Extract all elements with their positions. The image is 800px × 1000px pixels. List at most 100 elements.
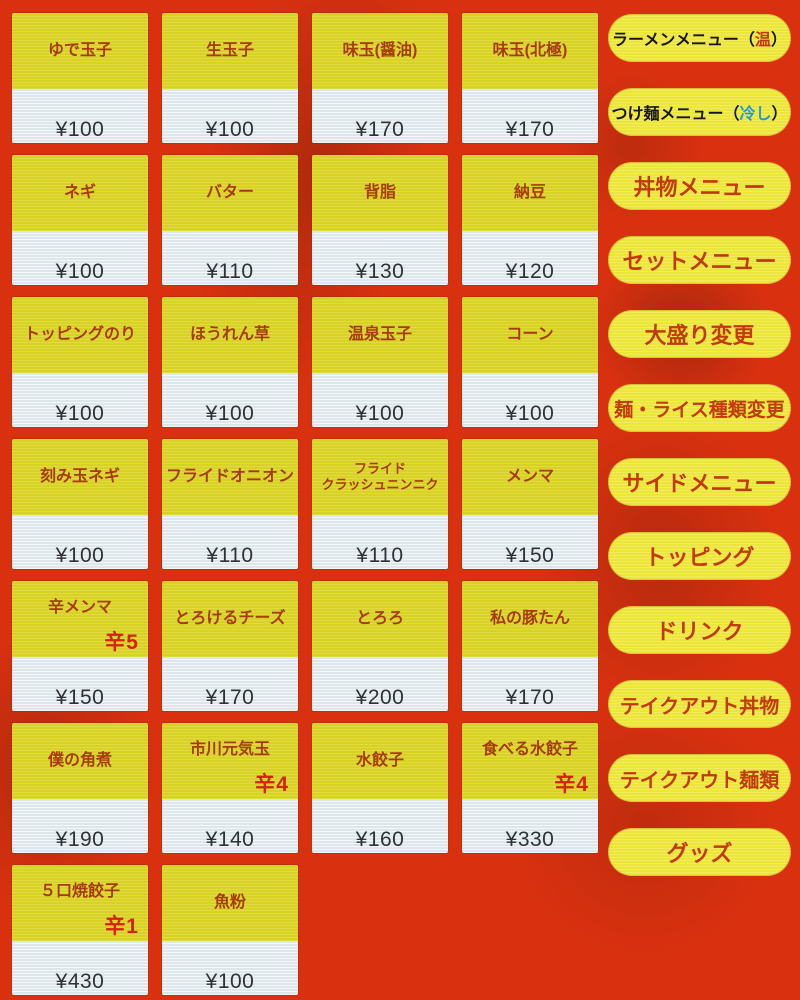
- button-label-segment: ラーメンメニュー（: [612, 32, 755, 49]
- menu-item-button[interactable]: トッピングのり ¥100: [12, 297, 148, 427]
- menu-item-button[interactable]: 私の豚たん ¥170: [462, 581, 598, 711]
- menu-item-button[interactable]: メンマ ¥150: [462, 439, 598, 569]
- menu-item-button[interactable]: コーン ¥100: [462, 297, 598, 427]
- item-name: 私の豚たん: [489, 610, 570, 628]
- sidebar-category-button[interactable]: 丼物メニュー: [608, 162, 791, 210]
- menu-item-button[interactable]: 生玉子 ¥100: [162, 13, 298, 143]
- menu-item-button[interactable]: ほうれん草 ¥100: [162, 297, 298, 427]
- item-price: ¥100: [205, 118, 255, 141]
- sidebar-category-button[interactable]: ラーメンメニュー（温）: [608, 14, 791, 62]
- button-label-segment: つけ麺メニュー（: [611, 106, 740, 123]
- button-label-segment: トッピング: [644, 545, 755, 570]
- item-name: 刻み玉ネギ: [39, 468, 120, 486]
- menu-item-button[interactable]: ５口焼餃子辛1 ¥430: [12, 865, 148, 995]
- menu-item-button[interactable]: 水餃子 ¥160: [312, 723, 448, 853]
- menu-item-button[interactable]: 味玉(北極) ¥170: [462, 13, 598, 143]
- item-label-area: 刻み玉ネギ: [12, 439, 148, 515]
- menu-item-button[interactable]: 食べる水餃子 辛4 ¥330: [462, 723, 598, 853]
- item-name: バター: [205, 184, 254, 202]
- item-name: 背脂: [363, 184, 396, 202]
- menu-item-button[interactable]: ゆで玉子 ¥100: [12, 13, 148, 143]
- button-label-segment: ドリンク: [655, 619, 744, 644]
- menu-item-button[interactable]: とろろ ¥200: [312, 581, 448, 711]
- item-price: ¥150: [55, 686, 105, 709]
- menu-item-button[interactable]: 刻み玉ネギ ¥100: [12, 439, 148, 569]
- item-name: 水餃子: [355, 752, 404, 770]
- item-price-area: ¥100: [462, 373, 598, 427]
- item-name: 生玉子: [205, 42, 254, 60]
- item-label-area: フライドオニオン: [162, 439, 298, 515]
- sidebar-category-button[interactable]: トッピング: [608, 532, 791, 580]
- item-price-area: ¥100: [162, 89, 298, 143]
- item-label-area: とろけるチーズ: [162, 581, 298, 657]
- item-name: フライド クラッシュニンニク: [321, 460, 439, 492]
- sidebar-category-button[interactable]: つけ麺メニュー（ 冷し）: [608, 88, 791, 136]
- menu-item-button[interactable]: 僕の角煮 ¥190: [12, 723, 148, 853]
- item-label-area: 食べる水餃子辛4: [462, 723, 598, 799]
- item-price-area: ¥430: [12, 941, 148, 995]
- item-price-area: ¥100: [12, 373, 148, 427]
- item-label-area: 魚粉: [162, 865, 298, 941]
- sidebar-category-button[interactable]: サイドメニュー: [608, 458, 791, 506]
- menu-item-button[interactable]: 温泉玉子 ¥100: [312, 297, 448, 427]
- item-name: ５口焼餃子: [39, 883, 120, 900]
- menu-item-button[interactable]: 納豆 ¥120: [462, 155, 598, 285]
- sidebar-category-button[interactable]: セットメニュー: [608, 236, 791, 284]
- menu-item-button[interactable]: ネギ ¥100: [12, 155, 148, 285]
- item-price: ¥100: [355, 402, 405, 425]
- sidebar-category-button[interactable]: 麺・ライス種類変更: [608, 384, 791, 432]
- item-name: メンマ: [505, 468, 554, 486]
- item-price: ¥160: [355, 828, 405, 851]
- menu-item-button[interactable]: とろけるチーズ ¥170: [162, 581, 298, 711]
- item-price-area: ¥100: [162, 373, 298, 427]
- menu-item-button[interactable]: 味玉(醤油) ¥170: [312, 13, 448, 143]
- item-price-area: ¥100: [12, 515, 148, 569]
- item-price-area: ¥110: [162, 515, 298, 569]
- item-name: フライドオニオン: [165, 468, 294, 486]
- menu-item-button[interactable]: フライドオニオン ¥110: [162, 439, 298, 569]
- button-label-segment: ）: [771, 106, 788, 123]
- sidebar-category-button[interactable]: テイクアウト麺類: [608, 754, 791, 802]
- spice-level-badge: 辛4: [254, 773, 289, 796]
- item-price: ¥110: [206, 544, 254, 567]
- item-price-area: ¥120: [462, 231, 598, 285]
- item-price: ¥100: [505, 402, 555, 425]
- item-name: コーン: [506, 326, 554, 344]
- item-label-area: 市川元気玉 辛4: [162, 723, 298, 799]
- item-price: ¥150: [505, 544, 555, 567]
- menu-item-button[interactable]: バター ¥110: [162, 155, 298, 285]
- sidebar-category-button[interactable]: 大盛り変更: [608, 310, 791, 358]
- item-price-area: ¥170: [162, 657, 298, 711]
- item-price: ¥170: [505, 686, 555, 709]
- item-label-area: 辛メンマ 辛5: [12, 581, 148, 657]
- sidebar-category-button[interactable]: テイクアウト丼物: [608, 680, 791, 728]
- category-sidebar: ラーメンメニュー（温） つけ麺メニュー（ 冷し） 丼物メニュー セットメニュー 大盛り変更…: [608, 14, 791, 876]
- menu-item-button[interactable]: 市川元気玉 辛4 ¥140: [162, 723, 298, 853]
- menu-item-button[interactable]: フライド クラッシュニンニク ¥110: [312, 439, 448, 569]
- item-name: 食べる水餃子: [481, 741, 578, 758]
- sidebar-category-button[interactable]: ドリンク: [608, 606, 791, 654]
- item-price-area: ¥100: [162, 941, 298, 995]
- item-price-area: ¥190: [12, 799, 148, 853]
- item-name: 味玉(北極): [492, 42, 568, 60]
- menu-item-button[interactable]: 辛メンマ 辛5 ¥150: [12, 581, 148, 711]
- menu-item-button[interactable]: 魚粉 ¥100: [162, 865, 298, 995]
- spice-level-badge: 辛1: [104, 915, 139, 938]
- item-price-area: ¥130: [312, 231, 448, 285]
- item-name: 僕の角煮: [47, 752, 112, 770]
- item-price-area: ¥170: [462, 657, 598, 711]
- spice-level-badge: 辛4: [554, 773, 589, 796]
- item-price: ¥170: [505, 118, 555, 141]
- item-label-area: メンマ: [462, 439, 598, 515]
- item-label-area: 生玉子: [162, 13, 298, 89]
- item-price: ¥110: [206, 260, 254, 283]
- item-label-area: コーン: [462, 297, 598, 373]
- item-name: トッピングのり: [23, 326, 136, 344]
- item-price-area: ¥110: [312, 515, 448, 569]
- item-price: ¥170: [355, 118, 405, 141]
- sidebar-category-button[interactable]: グッズ: [608, 828, 791, 876]
- item-label-area: フライド クラッシュニンニク: [312, 439, 448, 515]
- item-name: ゆで玉子: [47, 42, 112, 60]
- menu-item-button[interactable]: 背脂 ¥130: [312, 155, 448, 285]
